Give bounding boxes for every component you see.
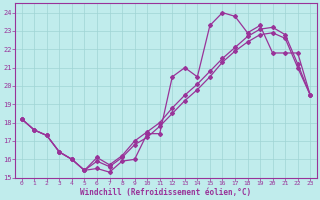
X-axis label: Windchill (Refroidissement éolien,°C): Windchill (Refroidissement éolien,°C): [80, 188, 252, 197]
